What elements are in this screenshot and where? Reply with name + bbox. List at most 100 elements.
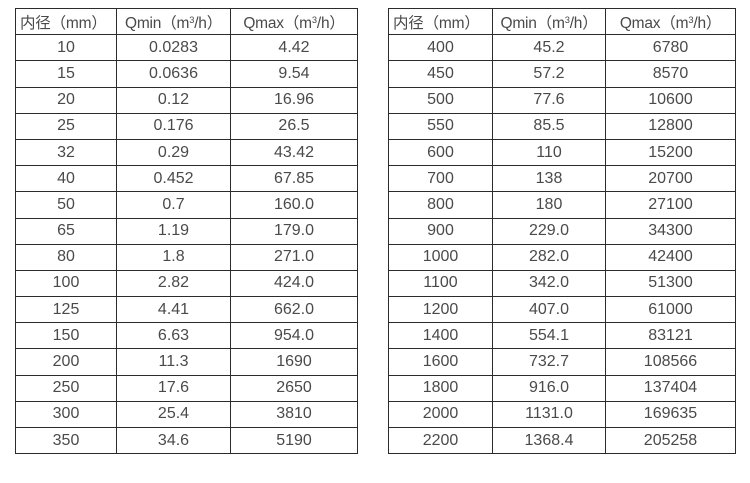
superscript-3: 3 (311, 14, 317, 25)
table-cell: 77.6 (492, 86, 606, 114)
header-text: Qmax（m (619, 14, 689, 32)
header-text: 内径（mm） (393, 14, 480, 32)
table-row: 10 0.0283 4.42 (15, 34, 358, 62)
table-cell: 150 (15, 322, 117, 350)
table-cell: 0.29 (116, 138, 231, 167)
table-row: 500 77.6 10600 (388, 86, 736, 114)
flow-table-large-diameters: 内径（mm） Qmin（m3/h） Qmax（m3/h） 400 45.2 6780… (388, 7, 736, 455)
table-cell: 25 (15, 112, 117, 140)
superscript-3: 3 (688, 14, 694, 25)
table-cell: 900 (388, 217, 493, 245)
table-cell: 125 (15, 296, 117, 324)
column-header-diameter: 内径（mm） (15, 7, 117, 36)
table-cell: 20700 (605, 165, 736, 193)
column-header-diameter: 内径（mm） (388, 7, 493, 36)
header-text: /h） (194, 14, 223, 32)
table-cell: 732.7 (492, 348, 606, 376)
table-cell: 1690 (230, 348, 358, 376)
table-row: 1200 407.0 61000 (388, 296, 736, 324)
tables-container: 内径（mm） Qmin（m3/h） Qmax（m3/h） 10 0.0283 4.4… (15, 7, 736, 455)
table-cell: 25.4 (116, 400, 231, 429)
table-cell: 12800 (605, 112, 736, 140)
table-cell: 1200 (388, 296, 493, 324)
table-cell: 1800 (388, 374, 493, 402)
table-cell: 10600 (605, 86, 736, 114)
table-cell: 1100 (388, 269, 493, 298)
table-cell: 169635 (605, 400, 736, 429)
table-row: 32 0.29 43.42 (15, 138, 358, 167)
header-text: /h） (693, 14, 722, 32)
table-cell: 3810 (230, 400, 358, 429)
column-header-qmax: Qmax（m3/h） (605, 7, 736, 36)
table-cell: 11.3 (116, 348, 231, 376)
table-cell: 300 (15, 400, 117, 429)
table-cell: 500 (388, 86, 493, 114)
table-cell: 179.0 (230, 217, 358, 245)
table-cell: 0.0636 (116, 60, 231, 88)
table-cell: 600 (388, 138, 493, 167)
table-row: 2200 1368.4 205258 (388, 426, 736, 455)
table-row: 100 2.82 424.0 (15, 269, 358, 298)
header-row: 内径（mm） Qmin（m3/h） Qmax（m3/h） (388, 7, 736, 36)
table-row: 800 180 27100 (388, 191, 736, 219)
table-cell: 160.0 (230, 191, 358, 219)
table-cell: 407.0 (492, 296, 606, 324)
table-row: 600 110 15200 (388, 138, 736, 167)
table-row: 150 6.63 954.0 (15, 322, 358, 350)
table-cell: 50 (15, 191, 117, 219)
table-cell: 550 (388, 112, 493, 140)
table-cell: 2650 (230, 374, 358, 402)
table-cell: 20 (15, 86, 117, 114)
table-cell: 100 (15, 269, 117, 298)
table-row: 900 229.0 34300 (388, 217, 736, 245)
column-header-qmin: Qmin（m3/h） (116, 7, 231, 36)
table-cell: 662.0 (230, 296, 358, 324)
table-cell: 954.0 (230, 322, 358, 350)
table-body: 400 45.2 6780 450 57.2 8570 500 77.6 10600 550 85.… (388, 34, 736, 455)
table-cell: 34.6 (116, 426, 231, 455)
table-header: 内径（mm） Qmin（m3/h） Qmax（m3/h） (388, 7, 736, 36)
table-body: 10 0.0283 4.42 15 0.0636 9.54 20 0.12 16.96 25 0.1… (15, 34, 358, 455)
table-row: 25 0.176 26.5 (15, 112, 358, 140)
table-cell: 6.63 (116, 322, 231, 350)
table-cell: 57.2 (492, 60, 606, 88)
table-cell: 8570 (605, 60, 736, 88)
table-cell: 32 (15, 138, 117, 167)
table-cell: 180 (492, 191, 606, 219)
table-row: 40 0.452 67.85 (15, 165, 358, 193)
table-cell: 61000 (605, 296, 736, 324)
table-cell: 1.8 (116, 243, 231, 271)
table-cell: 2.82 (116, 269, 231, 298)
table-cell: 1600 (388, 348, 493, 376)
table-row: 50 0.7 160.0 (15, 191, 358, 219)
table-row: 300 25.4 3810 (15, 400, 358, 429)
header-text: /h） (569, 14, 598, 32)
header-row: 内径（mm） Qmin（m3/h） Qmax（m3/h） (15, 7, 358, 36)
table-cell: 137404 (605, 374, 736, 402)
column-header-qmax: Qmax（m3/h） (230, 7, 358, 36)
table-cell: 110 (492, 138, 606, 167)
table-cell: 350 (15, 426, 117, 455)
table-cell: 15 (15, 60, 117, 88)
table-row: 1800 916.0 137404 (388, 374, 736, 402)
table-header: 内径（mm） Qmin（m3/h） Qmax（m3/h） (15, 7, 358, 36)
table-cell: 1131.0 (492, 400, 606, 429)
header-text: 内径（mm） (20, 14, 107, 32)
table-cell: 1400 (388, 322, 493, 350)
table-cell: 342.0 (492, 269, 606, 298)
table-cell: 6780 (605, 34, 736, 62)
table-row: 350 34.6 5190 (15, 426, 358, 455)
table-cell: 800 (388, 191, 493, 219)
table-row: 1000 282.0 42400 (388, 243, 736, 271)
table-cell: 0.176 (116, 112, 231, 140)
superscript-3: 3 (564, 14, 570, 25)
table-cell: 229.0 (492, 217, 606, 245)
table-row: 450 57.2 8570 (388, 60, 736, 88)
table-cell: 0.452 (116, 165, 231, 193)
table-cell: 200 (15, 348, 117, 376)
table-cell: 1000 (388, 243, 493, 271)
table-row: 20 0.12 16.96 (15, 86, 358, 114)
header-text: /h） (316, 14, 345, 32)
table-cell: 424.0 (230, 269, 358, 298)
table-row: 1100 342.0 51300 (388, 269, 736, 298)
